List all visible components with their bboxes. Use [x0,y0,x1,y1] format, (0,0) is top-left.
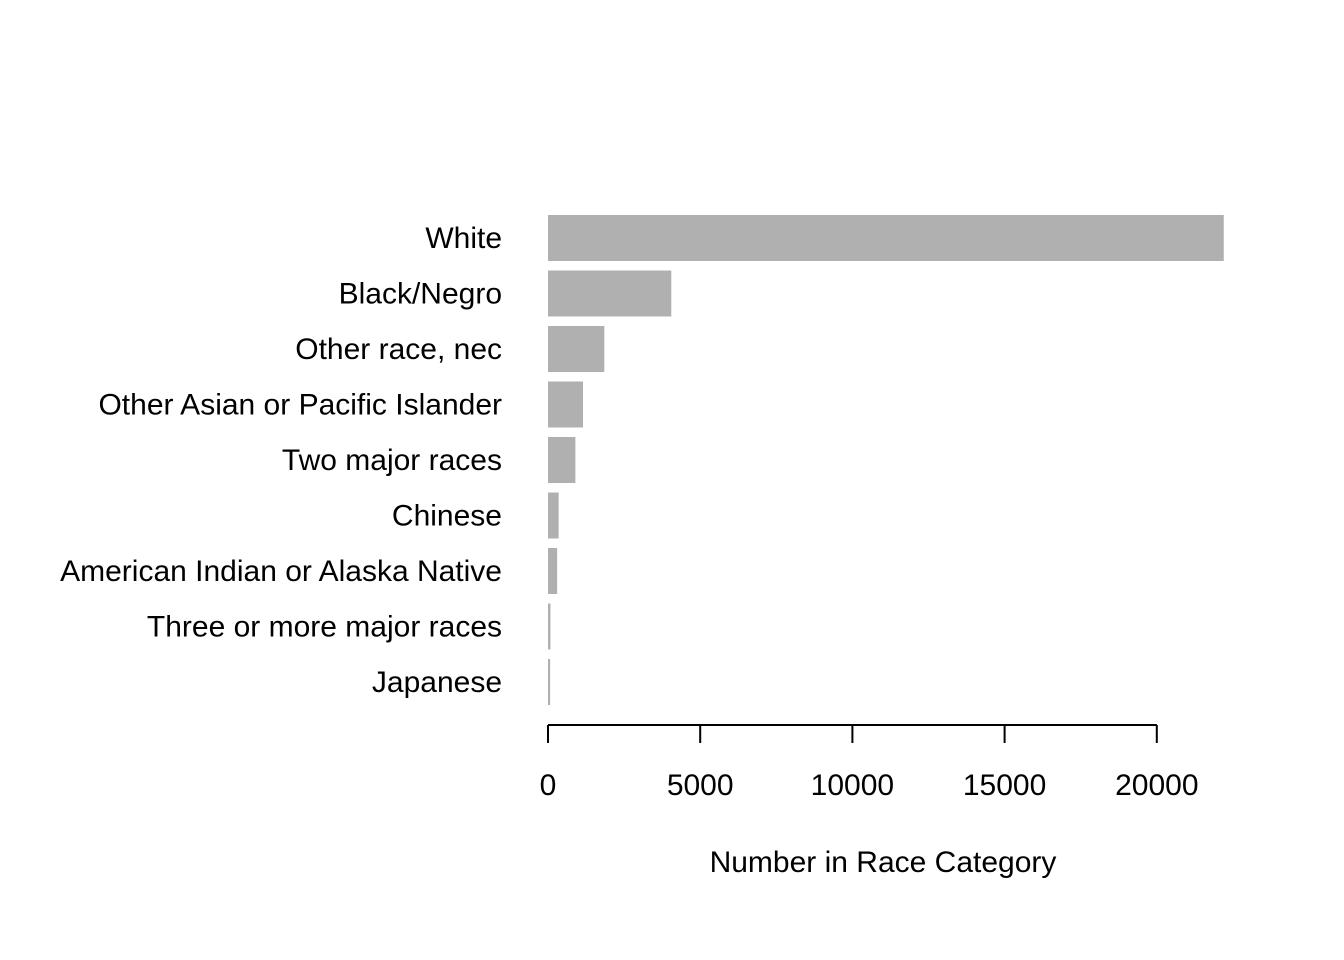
x-tick-label: 20000 [1115,769,1198,802]
category-label: Two major races [282,444,502,477]
bar-japanese [548,659,551,705]
bar-two-major-races [548,437,576,483]
x-tick-label: 15000 [963,769,1046,802]
category-label: Chinese [392,500,502,533]
bar-white [548,215,1224,261]
bar-three-or-more-major-races [548,603,551,650]
bar-chinese [548,492,559,539]
category-label: Other Asian or Pacific Islander [98,389,502,422]
bar-other-asian-or-pacific-islander [548,381,584,428]
x-axis: 0 5000 10000 15000 20000 [540,724,1199,802]
x-axis-title: Number in Race Category [710,846,1057,879]
category-label: American Indian or Alaska Native [60,555,502,588]
bars-group [548,215,1224,705]
category-label: Japanese [372,666,502,699]
category-labels: White Black/Negro Other race, nec Other Asi… [60,222,502,699]
bar-other-race-nec [548,326,605,372]
category-label: Other race, nec [295,333,502,366]
category-label: White [425,222,502,255]
category-label: Black/Negro [339,278,502,311]
x-tick-label: 0 [540,769,557,802]
x-tick-label: 5000 [667,769,734,802]
bar-black-negro [548,270,672,317]
category-label: Three or more major races [147,611,502,644]
x-ticks: 0 5000 10000 15000 20000 [540,725,1199,802]
x-tick-label: 10000 [811,769,894,802]
bar-american-indian-or-alaska-native [548,548,558,594]
